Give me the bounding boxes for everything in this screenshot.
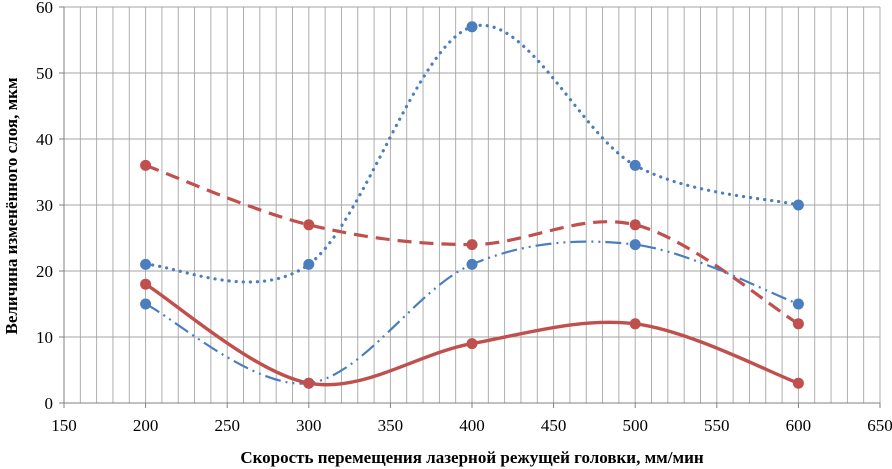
data-point-red-solid <box>629 318 641 330</box>
y-axis-label: Величина изменённого слоя, мкм <box>2 77 21 334</box>
data-point-blue-dotted <box>466 21 478 33</box>
x-axis-label: Скорость перемещения лазерной режущей го… <box>240 448 704 467</box>
data-point-red-solid <box>466 338 478 350</box>
data-point-blue-dash-dot <box>140 298 152 310</box>
data-point-red-solid <box>303 377 315 389</box>
data-point-red-solid <box>792 377 804 389</box>
data-point-red-dashed <box>303 219 315 231</box>
x-tick-label: 500 <box>622 416 648 435</box>
y-tick-label: 0 <box>45 394 54 413</box>
data-point-blue-dotted <box>792 199 804 211</box>
x-tick-label: 650 <box>867 416 892 435</box>
x-tick-label: 200 <box>133 416 159 435</box>
series-group <box>140 21 804 389</box>
data-point-red-dashed <box>466 239 478 251</box>
x-tick-label: 350 <box>378 416 404 435</box>
y-tick-label: 10 <box>36 328 53 347</box>
y-tick-label: 60 <box>36 0 53 17</box>
data-point-red-dashed <box>629 219 641 231</box>
y-tick-label: 40 <box>36 130 53 149</box>
data-point-red-dashed <box>792 318 804 330</box>
x-tick-label: 550 <box>704 416 730 435</box>
y-tick-label: 20 <box>36 262 53 281</box>
data-point-blue-dash-dot <box>629 239 641 251</box>
data-point-blue-dash-dot <box>466 258 478 270</box>
x-tick-label: 450 <box>541 416 567 435</box>
data-point-blue-dash-dot <box>792 298 804 310</box>
x-tick-label: 600 <box>786 416 812 435</box>
data-point-blue-dotted <box>629 159 641 171</box>
data-point-red-solid <box>140 278 152 290</box>
x-tick-label: 400 <box>459 416 485 435</box>
axes <box>59 6 881 408</box>
x-tick-label: 250 <box>214 416 240 435</box>
data-point-blue-dotted <box>140 258 152 270</box>
y-tick-label: 30 <box>36 196 53 215</box>
data-point-blue-dotted <box>303 258 315 270</box>
data-point-red-dashed <box>140 159 152 171</box>
tick-labels: 150 200 250 300 350 400 450 500 550 600 650 0 10 20 30… <box>36 0 892 435</box>
x-tick-label: 300 <box>296 416 322 435</box>
y-tick-label: 50 <box>36 64 53 83</box>
x-tick-label: 150 <box>51 416 77 435</box>
